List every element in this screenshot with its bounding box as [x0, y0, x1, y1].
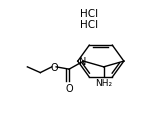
Text: O: O: [65, 83, 73, 93]
Text: N: N: [79, 57, 87, 66]
Text: NH₂: NH₂: [95, 79, 112, 88]
Text: HCl: HCl: [80, 20, 98, 30]
Text: HCl: HCl: [80, 9, 98, 19]
Text: O: O: [51, 62, 58, 72]
